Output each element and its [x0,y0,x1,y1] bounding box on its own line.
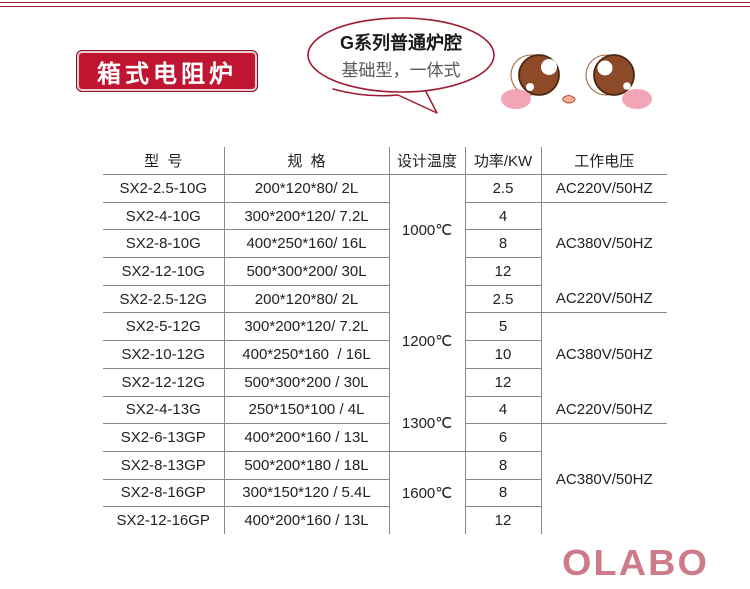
svg-text:G系列普通炉腔: G系列普通炉腔 [340,32,462,53]
svg-text:基础型，一体式: 基础型，一体式 [342,61,461,80]
